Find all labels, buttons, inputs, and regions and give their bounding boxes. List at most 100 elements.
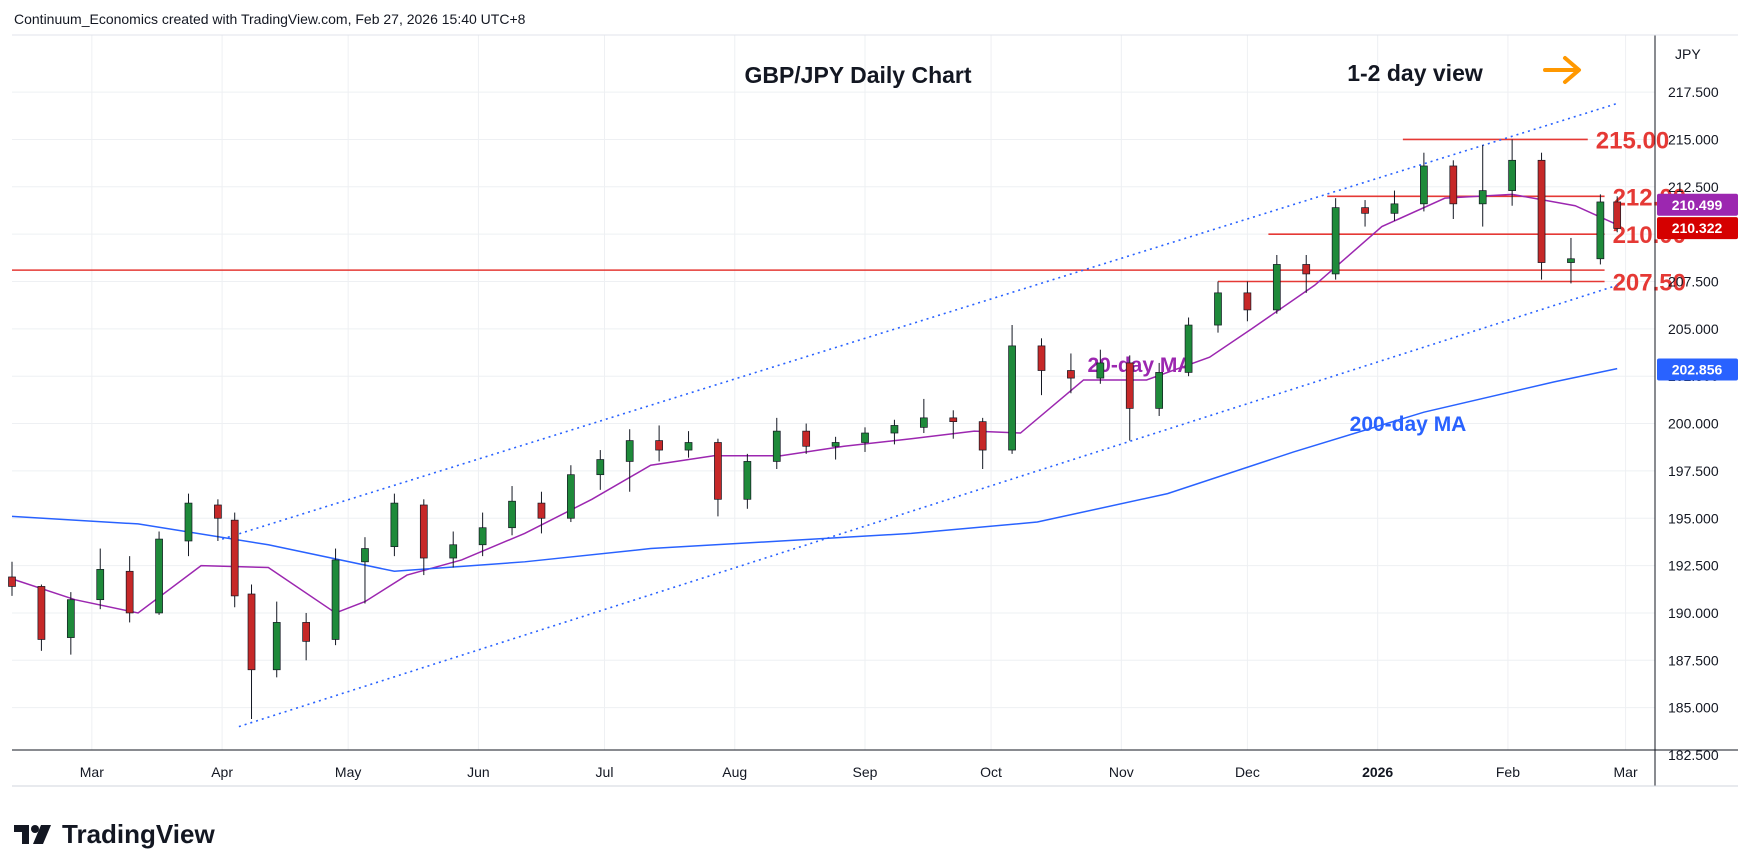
candle-body: [1214, 292, 1222, 326]
y-tick-label: 205.000: [1668, 321, 1719, 337]
y-tick-label: 217.500: [1668, 84, 1719, 100]
candle-body: [478, 527, 487, 546]
candle-body: [831, 442, 840, 447]
candle-body: [302, 622, 310, 642]
ma20-line: [11, 193, 1618, 614]
tradingview-logo-icon: [14, 825, 51, 844]
x-tick-label: Aug: [722, 764, 747, 780]
candle-body: [978, 421, 987, 451]
y-tick-label: 215.000: [1668, 131, 1719, 147]
x-tick-label: Jul: [596, 764, 614, 780]
candle-body: [37, 586, 46, 640]
channel-upper-line: [221, 102, 1618, 540]
candle-body: [1096, 362, 1105, 379]
candle-body: [714, 442, 722, 500]
candle-body: [567, 474, 575, 519]
axes: Mar Apr May Jun Jul Aug Sep Oct Nov Dec 2026 Feb Mar…: [12, 34, 1738, 787]
price-tag-box: [1657, 217, 1738, 240]
chart-credit: Continuum_Economics created with Trading…: [14, 11, 526, 27]
chart-labels: GBP/JPY Daily Chart 1-2 day view JPY: [744, 46, 1701, 88]
y-tick-label: 195.000: [1668, 510, 1719, 526]
tradingview-logo[interactable]: TradingView: [14, 818, 215, 850]
candle-body: [596, 459, 605, 476]
y-tick-label: 192.500: [1668, 558, 1719, 574]
candle-body: [949, 417, 958, 423]
candle-body: [247, 593, 256, 671]
candle-body: [1125, 362, 1134, 409]
candle-body: [8, 576, 16, 587]
candle-body: [184, 502, 193, 542]
ma200-annotation: 200-day MA: [1350, 413, 1467, 436]
candle-body: [155, 538, 163, 614]
candle-body: [1390, 203, 1399, 214]
x-tick-label: Oct: [980, 764, 1002, 780]
candle-body: [1184, 324, 1193, 373]
price-tag-value: 202.856: [1672, 361, 1723, 377]
x-tick-label: Jun: [467, 764, 490, 780]
x-tick-label: Dec: [1235, 764, 1260, 780]
x-tick-label: Nov: [1109, 764, 1134, 780]
ma20-annotation: 20-day MA: [1087, 354, 1192, 377]
candle-body: [625, 440, 634, 462]
candle-body: [1567, 258, 1575, 263]
candle-body: [1613, 201, 1622, 229]
y-tick-label: 212.500: [1668, 179, 1719, 195]
candle-body: [1331, 207, 1340, 275]
candle-body: [1449, 165, 1458, 205]
x-tick-label: Feb: [1496, 764, 1520, 780]
candle-body: [743, 461, 752, 500]
y-tick-label: 200.000: [1668, 416, 1719, 432]
price-tag-value: 210.322: [1672, 220, 1723, 236]
x-tick-label: Sep: [853, 764, 878, 780]
grid: [12, 35, 1655, 750]
candle-body: [331, 559, 340, 640]
candle-body: [125, 570, 134, 614]
candlesticks[interactable]: [8, 139, 1622, 720]
candle-body: [890, 425, 899, 434]
candle-body: [1067, 370, 1075, 379]
ma200-line: [11, 367, 1618, 573]
candle-body: [684, 442, 693, 451]
level-label: 215.00: [1596, 127, 1669, 154]
x-tick-label: Mar: [80, 764, 104, 780]
chart-subtitle: 1-2 day view: [1347, 60, 1483, 86]
price-tags: 210.499 210.322 202.856: [1657, 193, 1738, 381]
candle-body: [1420, 165, 1428, 205]
trend-channel: [221, 102, 1618, 728]
candle-body: [1596, 201, 1605, 260]
x-tick-label: Mar: [1614, 764, 1638, 780]
candle-body: [96, 569, 105, 601]
candle-body: [508, 500, 516, 529]
candle-body: [390, 502, 399, 548]
candle-body: [919, 417, 928, 428]
currency-label: JPY: [1675, 46, 1701, 62]
candle-body: [1155, 372, 1164, 409]
candle-body: [272, 622, 281, 671]
tradingview-logo-text: TradingView: [62, 818, 215, 849]
price-tag-box: [1657, 193, 1738, 216]
y-tick-label: 190.000: [1668, 605, 1719, 621]
candle-body: [1272, 264, 1281, 311]
y-tick-label: 197.500: [1668, 463, 1719, 479]
candle-body: [361, 548, 369, 563]
candle-body: [772, 430, 781, 462]
candle-body: [449, 544, 458, 559]
price-tag-box: [1657, 358, 1738, 381]
y-tick-label: 187.500: [1668, 652, 1719, 668]
chart-title: GBP/JPY Daily Chart: [744, 62, 971, 88]
candle-body: [66, 599, 75, 638]
x-tick-label: Apr: [211, 764, 233, 780]
candle-body: [1243, 292, 1252, 311]
candle-body: [1508, 159, 1516, 191]
price-tag-value: 210.499: [1672, 197, 1723, 213]
candle-body: [1537, 159, 1546, 263]
candle-body: [419, 504, 428, 559]
candle-body: [1478, 190, 1487, 205]
y-tick-label: 207.500: [1668, 274, 1719, 290]
candle-body: [1302, 264, 1311, 275]
candle-body: [861, 432, 869, 443]
candle-body: [655, 440, 663, 451]
x-tick-label: May: [335, 764, 361, 780]
